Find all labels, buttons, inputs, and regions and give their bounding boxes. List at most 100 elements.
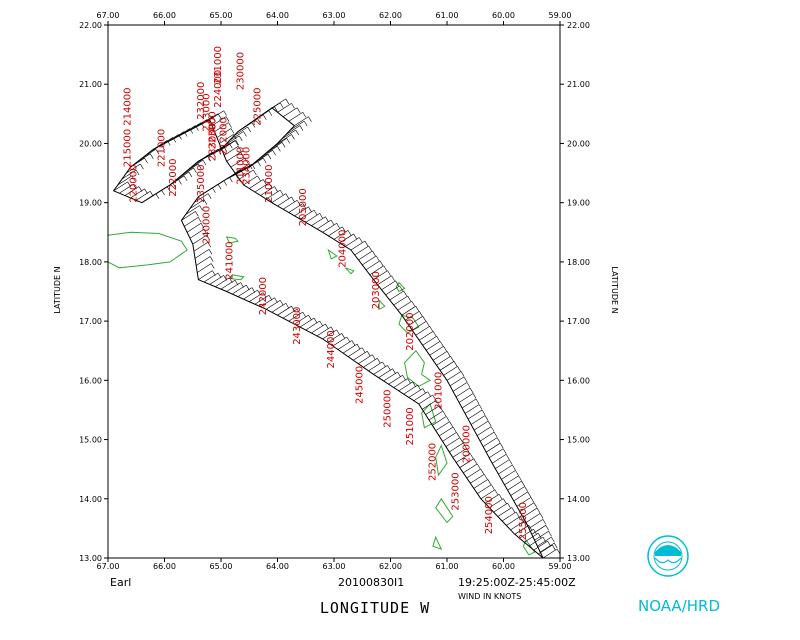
wind-barb-feather — [442, 410, 447, 417]
y-tick-label-right: 18.00 — [567, 258, 590, 267]
wind-barb-feather — [480, 468, 485, 475]
time-label: 241000 — [224, 242, 235, 280]
wind-barb-staff — [513, 491, 528, 502]
wind-barb-feather — [407, 295, 411, 302]
wind-barb-feather — [291, 134, 295, 140]
wind-barb-staff — [285, 125, 301, 135]
wind-barb-feather — [502, 448, 507, 454]
wind-barb-staff — [239, 169, 254, 180]
wind-barb-staff — [403, 384, 418, 395]
wind-barb-staff — [464, 404, 480, 414]
wind-barb-feather — [392, 368, 396, 374]
wind-barb-staff — [339, 233, 354, 244]
wind-barb-staff — [288, 203, 303, 213]
wind-barb-staff — [449, 442, 464, 453]
wind-barb-feather — [472, 393, 477, 399]
wind-barb-feather — [524, 486, 528, 492]
wind-barb-staff — [363, 358, 378, 368]
wind-barb-staff — [398, 381, 413, 392]
wind-barb-feather — [456, 432, 460, 438]
wind-barb-feather — [207, 242, 212, 248]
wind-barb-staff — [282, 107, 298, 118]
wind-barb-staff — [458, 393, 474, 403]
wind-barb-staff — [194, 249, 210, 259]
wind-barb-feather — [481, 409, 486, 416]
wind-barb-feather — [183, 175, 188, 182]
wind-barb-staff — [381, 280, 396, 291]
wind-barb-feather — [542, 537, 547, 543]
wind-barb-staff — [294, 116, 309, 126]
wind-barb-staff — [470, 415, 486, 425]
wind-barb-feather — [230, 128, 235, 134]
wind-barb-staff — [272, 138, 287, 148]
wind-barb-staff — [232, 284, 247, 295]
time-label: 230000 — [236, 52, 247, 90]
wind-barb-staff — [271, 98, 287, 109]
wind-barb-staff — [516, 497, 532, 507]
wind-barb-feather — [302, 203, 307, 209]
wind-barb-staff — [378, 368, 393, 378]
wind-barb-staff — [501, 470, 516, 480]
wind-barb-feather — [296, 107, 301, 113]
y-tick-label-right: 22.00 — [567, 21, 590, 30]
wind-barb-staff — [438, 426, 454, 437]
wind-barb-staff — [337, 340, 353, 350]
time-label: 201000 — [433, 372, 444, 410]
wind-barb-feather — [244, 157, 249, 164]
wind-barb-feather — [253, 169, 257, 176]
wind-barb-feather — [341, 333, 346, 339]
wind-barb-feather — [509, 459, 513, 465]
wind-barb-staff — [362, 255, 377, 266]
wind-barb-staff — [153, 140, 168, 150]
wind-barb-feather — [452, 426, 457, 433]
wind-barb-feather — [155, 149, 160, 155]
wind-barb-staff — [311, 216, 326, 226]
wind-barb-feather — [285, 98, 290, 105]
wind-barb-staff — [467, 409, 483, 420]
wind-barb-feather — [443, 346, 447, 352]
wind-barb-staff — [237, 287, 253, 297]
wind-barb-feather — [372, 250, 376, 257]
wind-barb-feather — [140, 163, 144, 170]
wind-barb-staff — [354, 245, 369, 256]
wind-barb-staff — [254, 294, 270, 305]
wind-barb-feather — [498, 494, 503, 500]
wind-barb-staff — [249, 157, 264, 168]
wind-barb-staff — [482, 437, 498, 447]
wind-barb-feather — [505, 454, 510, 460]
wind-barb-staff — [476, 426, 492, 436]
wind-barb-feather — [547, 540, 551, 547]
y-tick-label-left: 16.00 — [79, 376, 102, 385]
time-label: 232000 — [196, 82, 207, 120]
wind-barb-staff — [373, 365, 388, 375]
wind-barb-feather — [361, 347, 366, 353]
wind-barb-feather — [243, 131, 247, 137]
wind-barb-staff — [184, 217, 199, 227]
time-label: 251000 — [405, 407, 416, 445]
wind-barb-feather — [490, 426, 495, 432]
wind-barb-feather — [207, 193, 212, 199]
x-tick-label-top: 59.00 — [549, 11, 572, 20]
wind-barb-staff — [189, 228, 205, 239]
wind-barb-staff — [203, 148, 219, 159]
wind-barb-feather — [432, 394, 437, 401]
wind-barb-staff — [533, 540, 548, 551]
wind-barb-feather — [302, 311, 307, 318]
wind-barb-staff — [305, 213, 320, 223]
wind-barb-feather — [429, 326, 433, 332]
wind-barb-feather — [257, 289, 261, 296]
wind-barb-feather — [399, 285, 403, 292]
wind-barb-staff — [185, 205, 200, 215]
wind-barb-staff — [294, 206, 309, 217]
wind-barb-staff — [425, 341, 441, 351]
wind-barb-feather — [149, 153, 154, 159]
wind-barb-feather — [268, 182, 273, 189]
wind-barb-feather — [539, 513, 544, 519]
wind-barb-feather — [515, 511, 520, 518]
wind-barb-feather — [419, 311, 423, 317]
wind-barb-feather — [368, 245, 372, 252]
wind-barb-staff — [510, 520, 525, 531]
wind-barb-staff — [493, 502, 508, 513]
wind-barb-staff — [249, 179, 264, 189]
wind-barb-staff — [124, 186, 140, 196]
